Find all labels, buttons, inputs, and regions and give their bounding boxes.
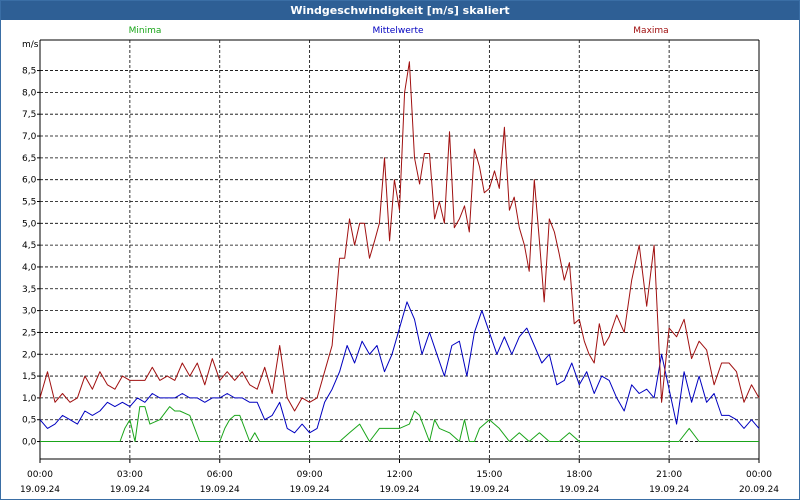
grid-layer [40,40,759,459]
y-tick-label: 2,5 [22,328,36,338]
x-tick-time: 12:00 [387,470,413,480]
y-tick-label: 6,0 [22,176,37,186]
x-tick-time: 06:00 [207,470,233,480]
x-tick-time: 15:00 [476,470,502,480]
y-tick-label: 0,5 [22,416,36,426]
series-layer [39,61,760,442]
x-tick-date: 19.09.24 [559,485,599,495]
y-tick-label: 1,0 [22,394,37,404]
axis-layer: 0,0 0,5 1,0 1,5 2,0 2,5 3,0 3,5 4,0 4,5 5,0 5,5 6,0 6… [20,39,779,495]
x-tick-date: 19.09.24 [379,485,419,495]
x-tick-time: 18:00 [566,470,592,480]
y-tick-label: 8,5 [22,67,36,77]
x-tick-time: 21:00 [656,470,682,480]
x-tick-time: 03:00 [117,470,143,480]
y-tick-label: 6,5 [22,154,36,164]
x-tick-time: 00:00 [746,470,772,480]
x-tick-time: 09:00 [297,470,323,480]
y-tick-label: 4,0 [22,263,37,273]
series-line-mittelwerte [39,301,760,434]
series-line-maxima [39,61,760,412]
legend-minima: Minima [129,26,162,36]
legend-mittelwerte: Mittelwerte [372,26,423,36]
y-tick-label: 0,0 [22,438,37,448]
y-axis-label: m/s [22,40,39,50]
x-tick-date: 20.09.24 [739,485,779,495]
x-tick-date: 19.09.24 [290,485,330,495]
y-tick-label: 4,5 [22,241,36,251]
x-tick-date: 19.09.24 [110,485,150,495]
y-tick-label: 5,5 [22,197,36,207]
y-tick-label: 7,5 [22,110,36,120]
y-tick-label: 2,0 [22,350,37,360]
y-tick-label: 3,5 [22,285,36,295]
y-tick-label: 7,0 [22,132,37,142]
y-tick-label: 3,0 [22,307,37,317]
series-line-minima [40,406,759,442]
x-tick-time: 00:00 [27,470,53,480]
x-tick-date: 19.09.24 [469,485,509,495]
y-tick-label: 8,0 [22,88,37,98]
y-tick-label: 1,5 [22,372,36,382]
legend-maxima: Maxima [633,26,668,36]
x-tick-date: 19.09.24 [200,485,240,495]
x-tick-date: 19.09.24 [649,485,689,495]
window-title: Windgeschwindigkeit [m/s] skaliert [1,1,799,20]
x-tick-date: 19.09.24 [20,485,60,495]
y-tick-label: 5,0 [22,219,37,229]
